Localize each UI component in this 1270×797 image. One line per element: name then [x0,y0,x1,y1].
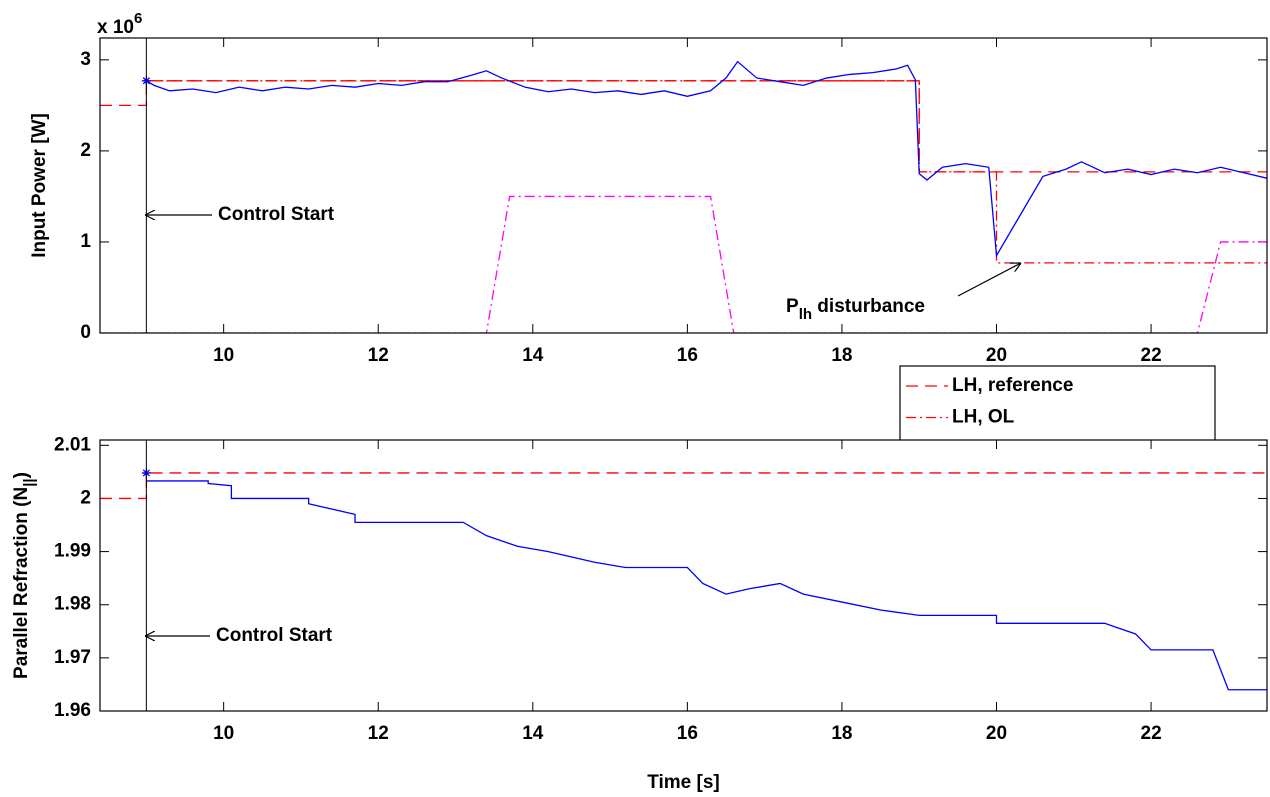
y-tick-label: 2.01 [54,434,91,455]
y-axis-label-main: Parallel Refraction (N [11,487,32,679]
annotation-suffix: disturbance [812,296,925,317]
x-tick-label: 16 [677,723,698,744]
annotation-arrow [957,263,1021,297]
x-tick-label: 18 [831,723,852,744]
y-tick-label: 1.98 [54,594,91,615]
annotation-main: Control Start [218,204,335,225]
y-axis-label: Parallel Refraction (N||) [11,472,38,679]
y-axis-label: Input Power [W] [29,113,50,258]
x-tick-label: 14 [522,723,544,744]
axis-exponent-superscript: 6 [134,10,142,27]
series-line [100,195,1267,333]
axis-exponent: x 106 [97,10,142,38]
plot-area [100,440,1267,711]
annotation-subscript: lh [799,306,812,323]
x-tick-label: 20 [986,723,1007,744]
annotation: Control Start [216,625,333,646]
series-line [146,60,1267,258]
plot-area [100,38,1267,333]
y-tick-label: 0 [80,322,91,343]
annotation: Control Start [218,204,335,225]
y-axis-label-subscript: || [21,478,38,486]
series-line [146,80,1267,264]
x-axis-label: Time [s] [647,772,720,793]
plot-lines [100,60,1267,333]
x-tick-label: 16 [677,345,698,366]
x-tick-label: 10 [213,723,234,744]
y-tick-label: 3 [80,49,91,70]
y-tick-label: 2 [80,140,91,161]
axes-frame [99,37,1268,334]
y-axis-label-suffix: ) [11,472,32,478]
y-tick-label: 1.96 [54,700,91,721]
x-tick-label: 18 [831,345,852,366]
y-tick-label: 2 [80,487,91,508]
series-line [146,480,1267,691]
x-tick-label: 14 [522,345,544,366]
x-tick-label: 10 [213,345,234,366]
annotation-main: P [786,296,799,317]
y-tick-label: 1.99 [54,541,91,562]
x-tick-label: 22 [1141,723,1162,744]
axis-exponent-main: x 10 [97,17,134,38]
x-tick-label: 22 [1141,345,1162,366]
axes-frame [99,439,1268,712]
annotation-main: Control Start [216,625,333,646]
y-tick-label: 1 [80,231,91,252]
x-tick-label: 12 [368,345,389,366]
legend-label: LH, OL [952,407,1015,428]
x-tick-label: 12 [368,723,389,744]
legend-label: LH, reference [952,375,1073,396]
x-tick-label: 20 [986,345,1007,366]
annotation: Plh disturbance [786,296,925,323]
y-tick-label: 1.97 [54,647,91,668]
